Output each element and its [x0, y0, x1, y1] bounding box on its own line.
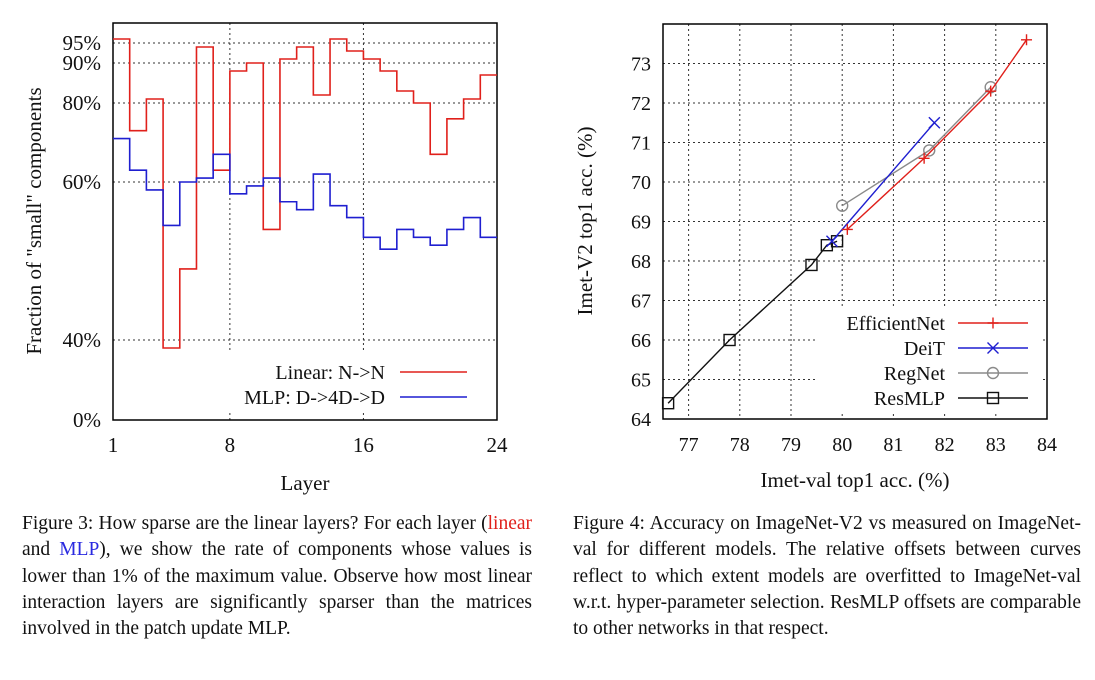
legend-label: RegNet [884, 363, 946, 385]
plot-frame [112, 22, 498, 421]
data-point-resmlp [805, 258, 818, 272]
data-point-efficientnet [918, 152, 930, 164]
y-tick-label: 73 [631, 54, 651, 76]
x-tick-label: 8 [225, 433, 236, 457]
y-tick-label: 0% [73, 408, 101, 432]
x-tick-label: 16 [353, 433, 374, 457]
data-point-resmlp [723, 333, 736, 347]
series-line-regnet [841, 86, 992, 207]
y-tick-label: 90% [63, 51, 102, 75]
x-tick-label: 80 [832, 434, 852, 456]
y-tick-label: 60% [63, 170, 102, 194]
y-tick-label: 68 [631, 251, 651, 273]
data-point-deit [928, 116, 941, 129]
data-point-regnet [923, 144, 936, 157]
data-point-deit [825, 235, 838, 248]
caption-text: Figure 3: How sparse are the linear laye… [22, 513, 488, 534]
plot-frame [662, 23, 1048, 420]
legend-label: Linear: N->N [275, 362, 385, 384]
x-tick-label: 78 [730, 434, 750, 456]
y-tick-label: 70 [631, 172, 651, 194]
x-tick-label: 24 [487, 433, 509, 457]
legend-marker [986, 366, 1000, 380]
legend-marker [987, 317, 999, 329]
y-tick-label: 69 [631, 212, 651, 234]
data-point-regnet [836, 199, 849, 212]
figure4-caption: Figure 4: Accuracy on ImageNet-V2 vs mea… [573, 513, 1081, 640]
legend-marker [986, 391, 1000, 405]
legend-label: MLP: D->4D->D [244, 387, 385, 409]
figure3-caption: Figure 3: How sparse are the linear laye… [22, 511, 532, 642]
x-tick-label: 77 [679, 434, 699, 456]
series-line-efficientnet [846, 39, 1028, 230]
data-point-resmlp [820, 238, 834, 252]
y-tick-label: 65 [631, 370, 651, 392]
caption-text: and [22, 539, 60, 561]
data-point-efficientnet [841, 223, 853, 235]
legend-marker [987, 342, 999, 354]
x-tick-label: 82 [935, 434, 955, 456]
x-axis-label: Imet-val top1 acc. (%) [761, 468, 950, 492]
caption-mlp-word: MLP [59, 539, 100, 561]
series-line-deit [831, 122, 935, 242]
x-axis-label: Layer [281, 471, 330, 495]
caption-text: ), we show the rate of components whose … [22, 539, 532, 640]
y-tick-label: 40% [63, 328, 102, 352]
legend-label: DeiT [904, 338, 945, 360]
legend-label: ResMLP [874, 388, 945, 410]
series-line-mlp [113, 137, 497, 250]
series-line-linear [113, 38, 497, 349]
y-axis-label: Fraction of "small" components [22, 87, 46, 354]
y-tick-label: 67 [631, 291, 651, 313]
data-point-efficientnet [985, 85, 997, 97]
x-tick-label: 1 [108, 433, 119, 457]
legend-label: EfficientNet [847, 313, 946, 335]
legend-background [210, 350, 495, 412]
series-line-resmlp [667, 240, 838, 404]
y-tick-label: 72 [631, 93, 651, 115]
x-tick-label: 81 [883, 434, 903, 456]
y-tick-label: 71 [631, 133, 651, 155]
x-tick-label: 83 [986, 434, 1006, 456]
data-point-resmlp [661, 397, 675, 410]
y-axis-label: Imet-V2 top1 acc. (%) [573, 127, 597, 316]
y-tick-label: 64 [631, 409, 651, 431]
x-tick-label: 79 [781, 434, 801, 456]
x-tick-label: 84 [1037, 434, 1057, 456]
y-tick-label: 66 [631, 330, 651, 352]
legend-background [815, 307, 1040, 412]
y-tick-label: 95% [63, 31, 102, 55]
caption-linear-word: linear [487, 513, 532, 534]
y-tick-label: 80% [63, 91, 102, 115]
data-point-efficientnet [1021, 34, 1033, 46]
